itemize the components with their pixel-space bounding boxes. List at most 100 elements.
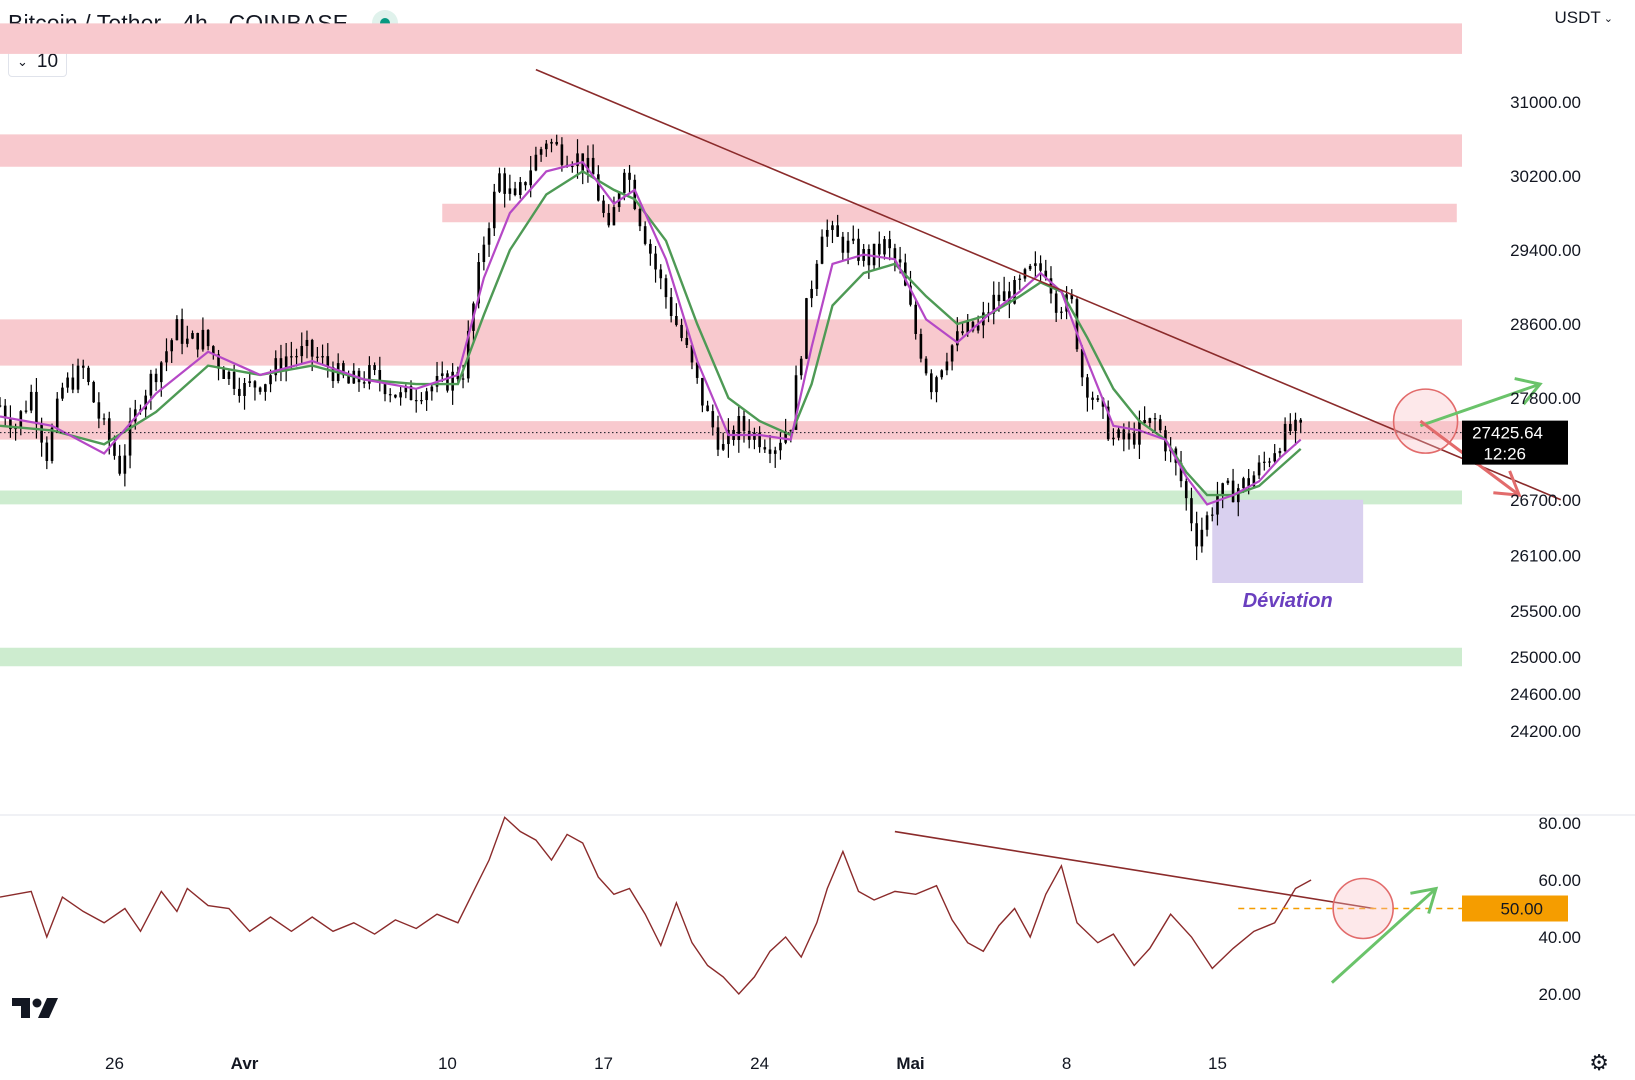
candle xyxy=(352,363,356,384)
candle-body xyxy=(628,172,631,180)
candle xyxy=(165,338,168,372)
candle-body xyxy=(414,400,418,402)
candle xyxy=(264,383,267,401)
time-axis[interactable]: 26 Avr 10 17 24 Mai 8 15 xyxy=(105,1054,1227,1073)
candle-body xyxy=(451,371,454,391)
candle-body xyxy=(1080,349,1084,378)
candle-body xyxy=(851,238,855,241)
candle-body xyxy=(212,346,215,355)
candle-body xyxy=(123,455,127,474)
candle-body xyxy=(695,362,699,378)
candle-body xyxy=(232,371,236,389)
candle xyxy=(1070,289,1074,304)
rsi-current-value: 50.00 xyxy=(1500,900,1543,919)
candle-body xyxy=(35,391,38,425)
candle-body xyxy=(518,182,522,195)
candle-body xyxy=(638,209,642,227)
arrow-up xyxy=(1419,377,1543,428)
candle xyxy=(446,370,449,393)
candle xyxy=(159,361,163,397)
candle xyxy=(815,260,819,296)
candle xyxy=(867,244,871,279)
price-axis[interactable]: 31000.00 30200.00 29400.00 28600.00 27800.00… xyxy=(1462,93,1581,1004)
candle xyxy=(716,415,720,457)
candle xyxy=(191,330,194,340)
candle-body xyxy=(14,427,17,430)
candle-body xyxy=(971,321,975,331)
ma-fast-line xyxy=(0,160,1302,506)
candle-body xyxy=(529,170,532,186)
candle-body xyxy=(300,345,304,357)
candle-body xyxy=(1205,515,1209,530)
candle-body xyxy=(295,356,298,358)
rsi-tick-label: 60.00 xyxy=(1538,871,1581,890)
candle-body xyxy=(919,333,923,359)
candle-body xyxy=(321,356,324,358)
candle xyxy=(290,341,293,370)
deviation-label: Déviation xyxy=(1243,590,1333,612)
candle xyxy=(61,382,64,401)
candle-body xyxy=(133,409,137,422)
rsi-pane[interactable] xyxy=(0,814,1635,996)
candle xyxy=(1091,391,1094,410)
candle-body xyxy=(602,200,605,213)
candle xyxy=(1060,306,1063,320)
candle xyxy=(893,243,897,272)
candle xyxy=(883,236,886,260)
candle xyxy=(571,161,574,173)
candle-body xyxy=(976,325,980,331)
candle-body xyxy=(107,418,111,443)
candle xyxy=(196,332,200,358)
candle-body xyxy=(711,411,715,428)
candle xyxy=(9,405,12,438)
candle-body xyxy=(591,157,595,175)
candle xyxy=(919,328,923,363)
candle-body xyxy=(825,229,829,237)
candle xyxy=(342,360,345,379)
candle-body xyxy=(701,377,704,406)
candle xyxy=(602,195,605,218)
candle-body xyxy=(784,431,787,443)
gear-icon[interactable]: ⚙ xyxy=(1589,1050,1609,1075)
candle xyxy=(482,236,486,271)
candle xyxy=(97,392,101,429)
candle xyxy=(170,338,173,363)
candle xyxy=(435,361,439,393)
candle xyxy=(378,356,382,392)
resistance-zone xyxy=(0,421,1462,440)
candle xyxy=(71,363,75,394)
candle xyxy=(841,231,845,261)
tradingview-logo-icon[interactable] xyxy=(10,994,60,1027)
rsi-highlight-circle xyxy=(1332,877,1394,940)
candle-body xyxy=(186,338,189,344)
candle xyxy=(1086,373,1089,412)
candle-body xyxy=(347,375,350,384)
candle-body xyxy=(586,157,590,172)
candle-body xyxy=(0,405,2,407)
candle xyxy=(1200,517,1204,553)
candle xyxy=(87,365,90,386)
candle xyxy=(227,370,231,385)
candle xyxy=(1039,255,1042,281)
chevron-down-icon: ⌄ xyxy=(17,54,28,69)
candle-body xyxy=(654,253,657,270)
candle-body xyxy=(284,356,288,372)
current-price-value: 27425.64 xyxy=(1472,424,1543,443)
candle-body xyxy=(987,312,990,314)
candle-body xyxy=(956,331,959,346)
candle xyxy=(1273,444,1276,464)
candle xyxy=(1127,421,1131,450)
candle xyxy=(727,418,730,458)
candle-body xyxy=(290,356,293,358)
currency-select[interactable]: USDT ⌄ xyxy=(1555,8,1614,28)
candle xyxy=(1231,468,1235,503)
candle xyxy=(201,317,205,352)
candle-body xyxy=(394,394,397,398)
candle-body xyxy=(1273,453,1276,462)
candle-body xyxy=(623,172,626,193)
resistance-zone xyxy=(0,23,1462,54)
price-pane[interactable]: Déviation xyxy=(0,23,1562,667)
candle-body xyxy=(55,398,59,428)
candle xyxy=(305,330,309,359)
